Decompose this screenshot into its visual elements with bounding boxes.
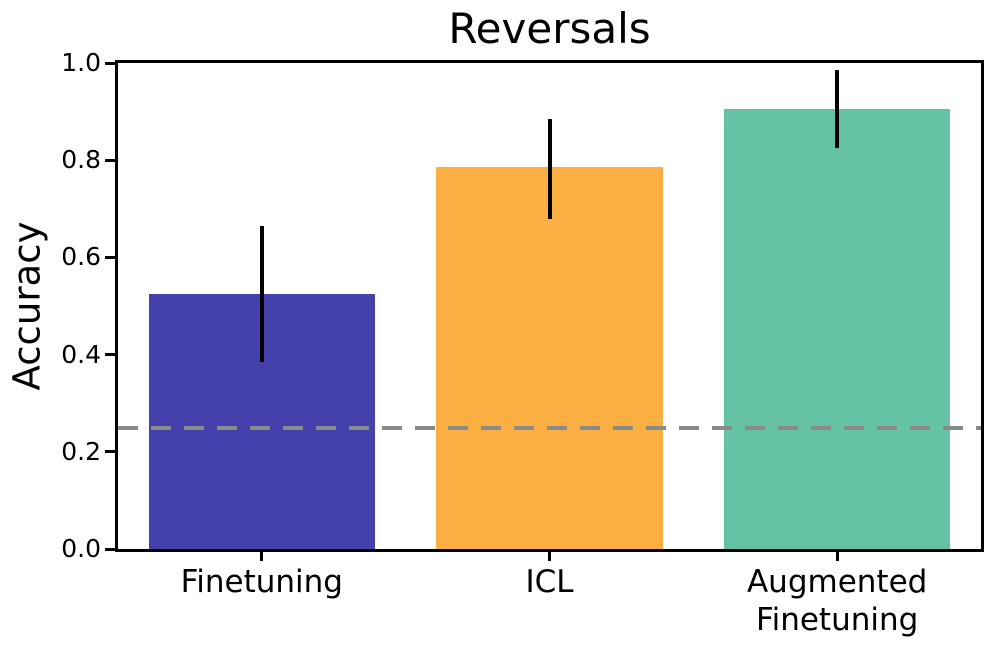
x-tick-mark-icl bbox=[548, 552, 551, 561]
y-tick-mark-0.8 bbox=[105, 158, 117, 162]
y-tick-mark-1.0 bbox=[105, 61, 117, 65]
error-bar-icl bbox=[547, 118, 552, 219]
bar-icl bbox=[436, 167, 663, 549]
y-tick-mark-0.4 bbox=[105, 353, 117, 357]
x-tick-mark-finetuning bbox=[260, 552, 264, 561]
error-bar-finetuning bbox=[259, 225, 264, 362]
y-tick-label-0.6: 0.6 bbox=[61, 242, 101, 272]
y-tick-label-0.2: 0.2 bbox=[61, 436, 101, 466]
y-tick-mark-0.0 bbox=[105, 547, 117, 551]
y-tick-label-0.8: 0.8 bbox=[61, 145, 101, 175]
error-bar-augmented-finetuning bbox=[835, 70, 840, 149]
chance-reference-line bbox=[118, 425, 981, 430]
y-tick-label-1.0: 1.0 bbox=[61, 48, 101, 77]
plot-area bbox=[115, 60, 984, 552]
y-tick-label-0.0: 0.0 bbox=[61, 534, 101, 563]
x-tick-label-icl: ICL bbox=[525, 564, 574, 600]
x-tick-label-augmented-finetuning: Augmented Finetuning bbox=[746, 564, 928, 638]
y-tick-mark-0.6 bbox=[105, 255, 117, 259]
y-tick-label-0.4: 0.4 bbox=[61, 339, 101, 369]
bar-augmented-finetuning bbox=[724, 109, 951, 549]
x-tick-mark-augmented-finetuning bbox=[835, 552, 839, 561]
chart-title: Reversals bbox=[448, 4, 651, 53]
y-tick-mark-0.2 bbox=[105, 450, 117, 454]
x-tick-label-finetuning: Finetuning bbox=[180, 564, 343, 600]
